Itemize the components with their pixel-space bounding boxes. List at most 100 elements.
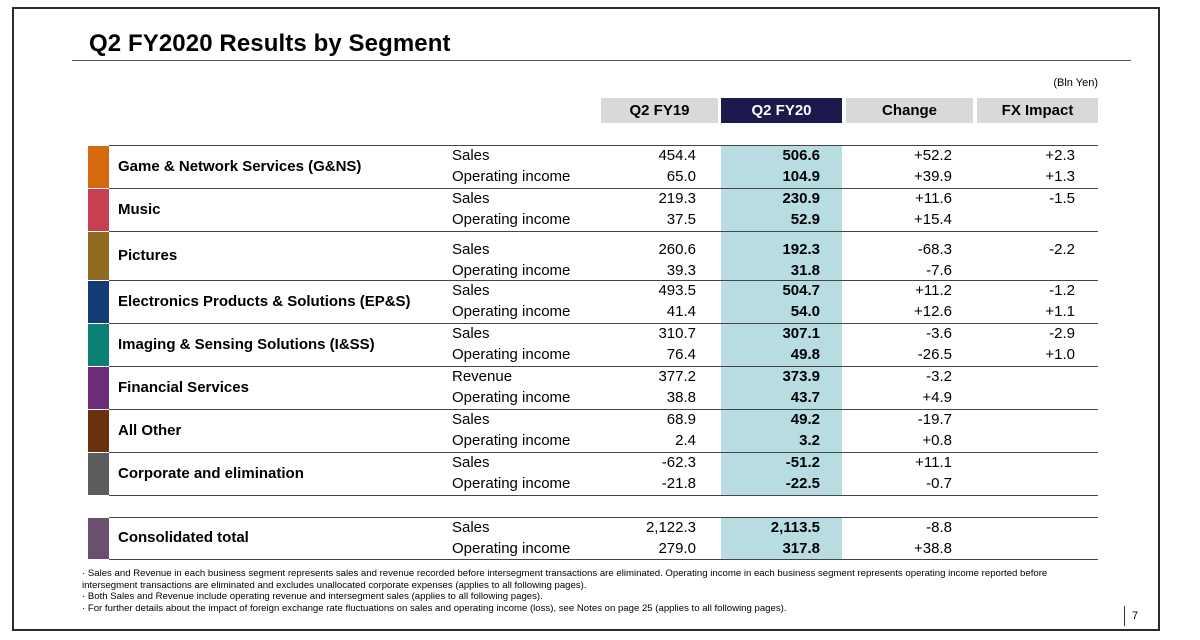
segment-divider [109,452,1098,453]
metric-label: Operating income [452,262,571,279]
segment-divider [109,188,1098,189]
value-q2fy20: 54.0 [790,303,820,320]
value-fx-impact: +1.1 [1045,303,1075,320]
metric-label: Sales [452,411,490,428]
segment-color-bar [88,324,109,366]
footnote: · Sales and Revenue in each business seg… [82,568,1048,591]
segment-name: Consolidated total [118,529,249,546]
segment-name: Corporate and elimination [118,464,304,482]
value-change: +11.1 [915,454,952,471]
metric-label: Operating income [452,432,571,449]
value-q2fy19: 68.9 [666,411,696,428]
column-header-fx-impact: FX Impact [977,98,1098,123]
metric-label: Operating income [452,540,571,557]
value-fx-impact: +1.0 [1045,346,1075,363]
segment-divider [109,517,1098,518]
value-q2fy19: -62.3 [661,454,696,471]
value-q2fy20: 230.9 [782,190,820,207]
value-q2fy20: 3.2 [799,432,820,449]
value-change: +12.6 [914,303,952,320]
segment-color-bar [88,410,109,452]
value-q2fy20: -51.2 [785,454,820,471]
segment-color-bar [88,146,109,188]
metric-label: Operating income [452,475,571,492]
value-q2fy20: 43.7 [790,389,820,406]
value-q2fy19: 76.4 [666,346,696,363]
value-change: +11.2 [915,282,952,299]
segment-divider [109,323,1098,324]
value-fx-impact: -2.9 [1049,325,1075,342]
value-q2fy19: 310.7 [658,325,696,342]
value-q2fy19: 39.3 [666,262,696,279]
metric-label: Operating income [452,303,571,320]
segment-color-bar [88,281,109,323]
value-q2fy19: 2,122.3 [645,519,696,536]
value-change: +15.4 [914,211,952,228]
page-number-divider [1124,606,1125,626]
value-change: -7.6 [926,262,952,279]
value-q2fy20: 31.8 [790,262,820,279]
footnote: · Both Sales and Revenue include operati… [82,591,543,602]
segment-divider [109,280,1098,281]
value-q2fy20: -22.5 [785,475,820,492]
value-q2fy19: 38.8 [666,389,696,406]
segment-name: All Other [118,421,182,439]
title-divider [72,60,1131,61]
value-q2fy20: 2,113.5 [770,519,820,536]
value-q2fy19: 219.3 [658,190,696,207]
value-change: +11.6 [915,190,952,207]
segment-name: Electronics Products & Solutions (EP&S) [118,292,411,310]
value-change: -8.8 [926,519,952,536]
metric-label: Sales [452,241,490,258]
value-q2fy20: 52.9 [790,211,820,228]
value-change: +52.2 [914,147,952,164]
value-q2fy20: 307.1 [782,325,820,342]
column-header-change: Change [846,98,973,123]
value-q2fy19: 260.6 [658,241,696,258]
value-q2fy20: 504.7 [782,282,820,299]
segment-divider [109,559,1098,560]
value-q2fy19: 2.4 [675,432,696,449]
value-q2fy19: 454.4 [658,147,696,164]
unit-label: (Bln Yen) [1053,77,1098,89]
segment-color-bar [88,518,109,559]
segment-color-bar [88,367,109,409]
footnotes: · Sales and Revenue in each business seg… [82,568,1092,614]
value-fx-impact: -1.2 [1049,282,1075,299]
metric-label: Sales [452,190,490,207]
value-change: +38.8 [914,540,952,557]
value-change: +4.9 [922,389,952,406]
segment-divider [109,145,1098,146]
value-q2fy20: 317.8 [782,540,820,557]
value-q2fy19: 377.2 [658,368,696,385]
value-change: -19.7 [917,411,952,428]
segment-divider [109,366,1098,367]
page-number: 7 [1132,610,1139,622]
value-q2fy20: 373.9 [782,368,820,385]
segment-name: Game & Network Services (G&NS) [118,157,362,175]
page-title: Q2 FY2020 Results by Segment [89,30,451,57]
segment-divider [109,231,1098,232]
segment-divider [109,409,1098,410]
segment-name: Pictures [118,246,178,264]
value-q2fy20: 49.8 [790,346,820,363]
value-q2fy19: 65.0 [666,168,696,185]
value-q2fy19: 37.5 [666,211,696,228]
segment-divider [109,495,1098,496]
metric-label: Sales [452,454,490,471]
value-q2fy19: 493.5 [658,282,696,299]
value-q2fy19: 279.0 [658,540,696,557]
highlight-column-q2fy20 [721,145,842,495]
segment-color-bar [88,453,109,495]
value-fx-impact: +1.3 [1045,168,1075,185]
column-header-q2fy20: Q2 FY20 [721,98,842,123]
value-change: +0.8 [922,432,952,449]
value-fx-impact: -1.5 [1049,190,1075,207]
value-change: +39.9 [914,168,952,185]
segment-color-bar [88,232,109,280]
value-q2fy20: 49.2 [790,411,820,428]
segment-name: Financial Services [118,378,249,396]
slide-frame [12,7,1160,631]
footnote: · For further details about the impact o… [82,602,787,614]
value-change: -26.5 [917,346,952,363]
